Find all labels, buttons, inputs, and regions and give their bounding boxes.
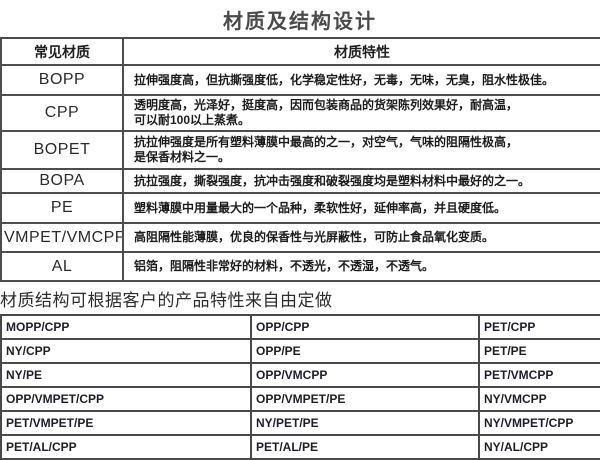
material-row: CPP 透明度高，光泽好，挺度高，因而包装商品的货架陈列效果好，耐高温， 可以耐…: [0, 94, 600, 132]
structure-row: NY/PE OPP/VMCPP PET/VMCPP: [0, 362, 600, 388]
material-feature: 透明度高，光泽好，挺度高，因而包装商品的货架陈列效果好，耐高温， 可以耐100以…: [122, 94, 600, 132]
structure-cell: OPP/VMPET/PE: [250, 386, 480, 412]
structure-cell: PET/PE: [478, 338, 600, 364]
structure-row: PET/VMPET/PE NY/PET/PE NY/VMPET/CPP: [0, 410, 600, 436]
material-feature: 高阻隔性能薄膜，优良的保香性与光屏蔽性，可防止食品氧化变质。: [122, 222, 600, 253]
material-row: BOPA 抗拉强度，撕裂强度，抗冲击强度和破裂强度均是塑料材料中最好的之一。: [0, 168, 600, 194]
materials-header-common: 常见材质: [0, 37, 124, 66]
structures-table: MOPP/CPP OPP/CPP PET/CPP NY/CPP OPP/PE P…: [0, 314, 600, 460]
page-title: 材质及结构设计: [223, 11, 377, 33]
material-name: BOPET: [0, 130, 124, 170]
material-row: BOPP 拉伸强度高，但抗撕强度低，化学稳定性好，无毒，无味，无臭，阻水性极佳。: [0, 64, 600, 96]
structure-cell: OPP/PE: [250, 338, 480, 364]
material-name: AL: [0, 251, 124, 282]
material-row: AL 铝箔，阻隔性非常好的材料，不透光，不透湿，不透气。: [0, 251, 600, 282]
structure-cell: PET/AL/CPP: [0, 434, 252, 460]
structure-row: MOPP/CPP OPP/CPP PET/CPP: [0, 314, 600, 340]
materials-header-row: 常见材质 材质特性: [0, 37, 600, 66]
material-feature: 抗拉伸强度是所有塑料薄膜中最高的之一，对空气，气味的阻隔性极高， 是保香材料之一…: [122, 130, 600, 170]
material-name: BOPP: [0, 64, 124, 96]
structure-row: NY/CPP OPP/PE PET/PE: [0, 338, 600, 364]
material-feature: 铝箔，阻隔性非常好的材料，不透光，不透湿，不透气。: [122, 251, 600, 282]
structure-cell: NY/VMPET/CPP: [478, 410, 600, 436]
material-name: CPP: [0, 94, 124, 132]
structure-cell: NY/AL/CPP: [478, 434, 600, 460]
material-row: BOPET 抗拉伸强度是所有塑料薄膜中最高的之一，对空气，气味的阻隔性极高， 是…: [0, 130, 600, 170]
structure-cell: OPP/VMPET/CPP: [0, 386, 252, 412]
material-feature: 拉伸强度高，但抗撕强度低，化学稳定性好，无毒，无味，无臭，阻水性极佳。: [122, 64, 600, 96]
structure-cell: PET/VMPET/PE: [0, 410, 252, 436]
structure-cell: MOPP/CPP: [0, 314, 252, 340]
material-name: BOPA: [0, 168, 124, 194]
material-name: PE: [0, 192, 124, 224]
materials-header-feature: 材质特性: [122, 37, 600, 66]
material-feature: 抗拉强度，撕裂强度，抗冲击强度和破裂强度均是塑料材料中最好的之一。: [122, 168, 600, 194]
structure-cell: OPP/VMCPP: [250, 362, 480, 388]
structure-cell: NY/PET/PE: [250, 410, 480, 436]
material-row: PE 塑料薄膜中用量最大的一个品种，柔软性好，延伸率高，并且硬度低。: [0, 192, 600, 224]
structure-cell: OPP/CPP: [250, 314, 480, 340]
structure-cell: PET/VMCPP: [478, 362, 600, 388]
material-design-sheet: 材质及结构设计 常见材质 材质特性 BOPP 拉伸强度高，但抗撕强度低，化学稳定…: [0, 5, 600, 460]
material-row: VMPET/VMCPP 高阻隔性能薄膜，优良的保香性与光屏蔽性，可防止食品氧化变…: [0, 222, 600, 253]
structure-cell: PET/AL/PE: [250, 434, 480, 460]
material-feature: 塑料薄膜中用量最大的一个品种，柔软性好，延伸率高，并且硬度低。: [122, 192, 600, 224]
structure-cell: NY/PE: [0, 362, 252, 388]
structure-cell: NY/CPP: [0, 338, 252, 364]
materials-table: 常见材质 材质特性 BOPP 拉伸强度高，但抗撕强度低，化学稳定性好，无毒，无味…: [0, 37, 600, 282]
customization-note: 材质结构可根据客户的产品特性来自由定做: [0, 291, 333, 310]
structure-row: PET/AL/CPP PET/AL/PE NY/AL/CPP: [0, 434, 600, 460]
structure-cell: PET/CPP: [478, 314, 600, 340]
structure-cell: NY/VMCPP: [478, 386, 600, 412]
structure-row: OPP/VMPET/CPP OPP/VMPET/PE NY/VMCPP: [0, 386, 600, 412]
material-name: VMPET/VMCPP: [0, 222, 124, 253]
